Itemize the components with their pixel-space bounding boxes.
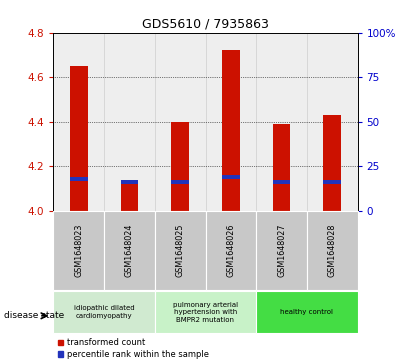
Bar — [120, 180, 139, 184]
Bar — [120, 182, 139, 211]
Text: GSM1648026: GSM1648026 — [226, 224, 236, 277]
Text: healthy control: healthy control — [280, 309, 333, 315]
Title: GDS5610 / 7935863: GDS5610 / 7935863 — [142, 17, 269, 30]
Bar — [104, 33, 155, 211]
Bar — [256, 33, 307, 211]
FancyBboxPatch shape — [307, 211, 358, 290]
FancyBboxPatch shape — [256, 291, 358, 333]
Text: idiopathic dilated
cardiomyopathy: idiopathic dilated cardiomyopathy — [74, 305, 134, 319]
Text: GSM1648025: GSM1648025 — [175, 224, 185, 277]
Bar — [171, 122, 189, 211]
Bar — [70, 66, 88, 211]
Bar — [70, 178, 88, 182]
Text: pulmonary arterial
hypertension with
BMPR2 mutation: pulmonary arterial hypertension with BMP… — [173, 302, 238, 323]
FancyBboxPatch shape — [53, 211, 104, 290]
Legend: transformed count, percentile rank within the sample: transformed count, percentile rank withi… — [58, 338, 209, 359]
Text: GSM1648027: GSM1648027 — [277, 224, 286, 277]
FancyBboxPatch shape — [206, 211, 256, 290]
FancyBboxPatch shape — [53, 291, 155, 333]
Text: GSM1648028: GSM1648028 — [328, 224, 337, 277]
Bar — [222, 50, 240, 211]
FancyBboxPatch shape — [155, 291, 256, 333]
FancyBboxPatch shape — [104, 211, 155, 290]
Bar — [53, 33, 104, 211]
Bar — [272, 124, 291, 211]
Bar — [307, 33, 358, 211]
Text: GSM1648023: GSM1648023 — [74, 224, 83, 277]
Bar — [206, 33, 256, 211]
Text: disease state: disease state — [4, 311, 65, 320]
Bar — [171, 180, 189, 184]
FancyBboxPatch shape — [155, 211, 206, 290]
Bar — [323, 115, 341, 211]
Bar — [222, 175, 240, 179]
Bar — [155, 33, 206, 211]
Bar — [272, 180, 291, 184]
Text: GSM1648024: GSM1648024 — [125, 224, 134, 277]
Bar — [323, 180, 341, 184]
FancyBboxPatch shape — [256, 211, 307, 290]
